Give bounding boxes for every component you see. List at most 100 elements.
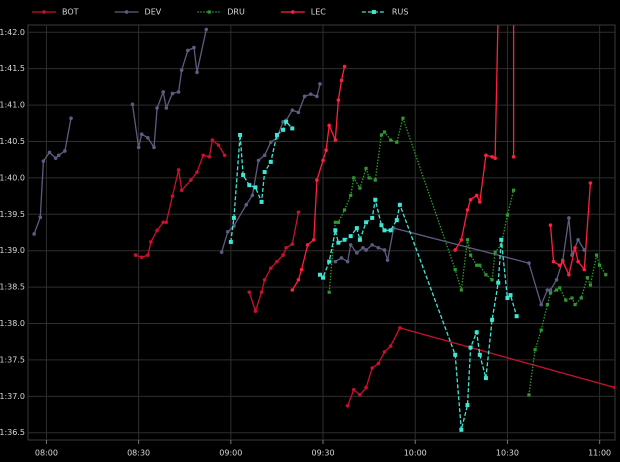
data-point	[241, 172, 246, 177]
data-point	[539, 328, 543, 332]
data-point	[527, 261, 531, 265]
legend-marker	[42, 10, 46, 14]
data-point	[573, 302, 577, 307]
data-point	[493, 156, 497, 161]
data-point	[192, 45, 196, 50]
data-point	[262, 170, 267, 175]
data-point	[352, 176, 356, 180]
data-point	[397, 202, 402, 207]
data-point	[296, 110, 301, 115]
data-point	[573, 245, 577, 250]
data-point	[149, 240, 153, 244]
data-point	[474, 193, 479, 198]
data-point	[333, 138, 338, 142]
data-point	[250, 193, 255, 198]
data-point	[186, 48, 190, 53]
data-point	[336, 220, 341, 224]
data-point	[576, 259, 580, 264]
data-point	[373, 178, 377, 182]
data-point	[465, 403, 470, 408]
series-line	[328, 115, 607, 395]
y-tick-label: 1:41.5	[0, 64, 25, 73]
data-point	[225, 229, 230, 234]
data-point	[176, 168, 181, 172]
data-point	[290, 126, 295, 131]
plot-area	[27, 24, 616, 441]
data-point	[259, 199, 264, 204]
data-point	[548, 223, 553, 228]
data-point	[222, 153, 227, 158]
data-point	[490, 317, 495, 322]
data-point	[364, 385, 368, 390]
data-point	[274, 132, 279, 137]
data-point	[348, 234, 353, 239]
data-point	[370, 366, 375, 370]
legend-label: RUS	[392, 8, 409, 17]
data-point	[496, 280, 501, 285]
data-point	[567, 216, 571, 220]
y-tick-label: 1:41.0	[0, 101, 25, 110]
data-point	[539, 302, 544, 307]
data-point	[348, 243, 353, 247]
data-point	[201, 153, 205, 158]
data-point	[459, 288, 463, 292]
data-point	[189, 178, 193, 182]
data-point	[483, 376, 488, 381]
data-point	[179, 68, 184, 72]
data-point	[354, 226, 359, 231]
data-point	[355, 251, 359, 255]
data-point	[385, 258, 390, 262]
data-point	[465, 208, 470, 212]
data-point	[505, 213, 510, 217]
data-point	[588, 283, 593, 287]
data-point	[382, 228, 387, 233]
data-point	[382, 248, 387, 252]
data-point	[342, 208, 347, 212]
data-point	[195, 70, 199, 75]
data-point	[394, 218, 399, 223]
data-point	[548, 288, 553, 292]
data-point	[155, 228, 159, 233]
data-point	[358, 393, 362, 397]
x-tick-label: 09:00	[219, 449, 242, 458]
data-point	[395, 140, 399, 144]
data-point	[139, 132, 144, 137]
data-point	[268, 159, 273, 164]
x-tick-label: 10:00	[404, 449, 427, 458]
y-tick-label: 1:36.5	[0, 428, 25, 437]
data-point	[290, 288, 295, 292]
data-point	[496, 9, 500, 13]
data-point	[582, 267, 587, 272]
data-point	[361, 245, 365, 250]
data-point	[210, 138, 215, 142]
data-point	[379, 223, 384, 228]
data-point	[284, 245, 288, 250]
data-point	[465, 238, 470, 242]
data-point	[585, 276, 589, 280]
y-tick-label: 1:42.0	[0, 28, 25, 37]
data-point	[333, 259, 338, 264]
y-tick-label: 1:40.5	[0, 137, 25, 146]
data-point	[228, 239, 233, 244]
x-tick-label: 10:30	[496, 449, 519, 458]
data-point	[305, 243, 310, 247]
data-point	[136, 145, 141, 150]
grid	[28, 25, 615, 440]
y-tick-label: 1:38.0	[0, 319, 25, 328]
x-tick-label: 08:00	[35, 449, 58, 458]
data-point	[47, 150, 52, 155]
data-point	[317, 272, 322, 277]
data-point	[484, 273, 488, 277]
data-point	[357, 237, 362, 242]
data-point	[275, 259, 279, 264]
data-point	[268, 140, 273, 145]
data-point	[477, 200, 482, 204]
data-point	[478, 263, 482, 267]
data-point	[514, 314, 519, 319]
data-point	[598, 263, 602, 267]
data-point	[594, 253, 599, 257]
data-point	[398, 326, 402, 330]
data-point	[155, 106, 159, 110]
data-point	[533, 348, 537, 352]
